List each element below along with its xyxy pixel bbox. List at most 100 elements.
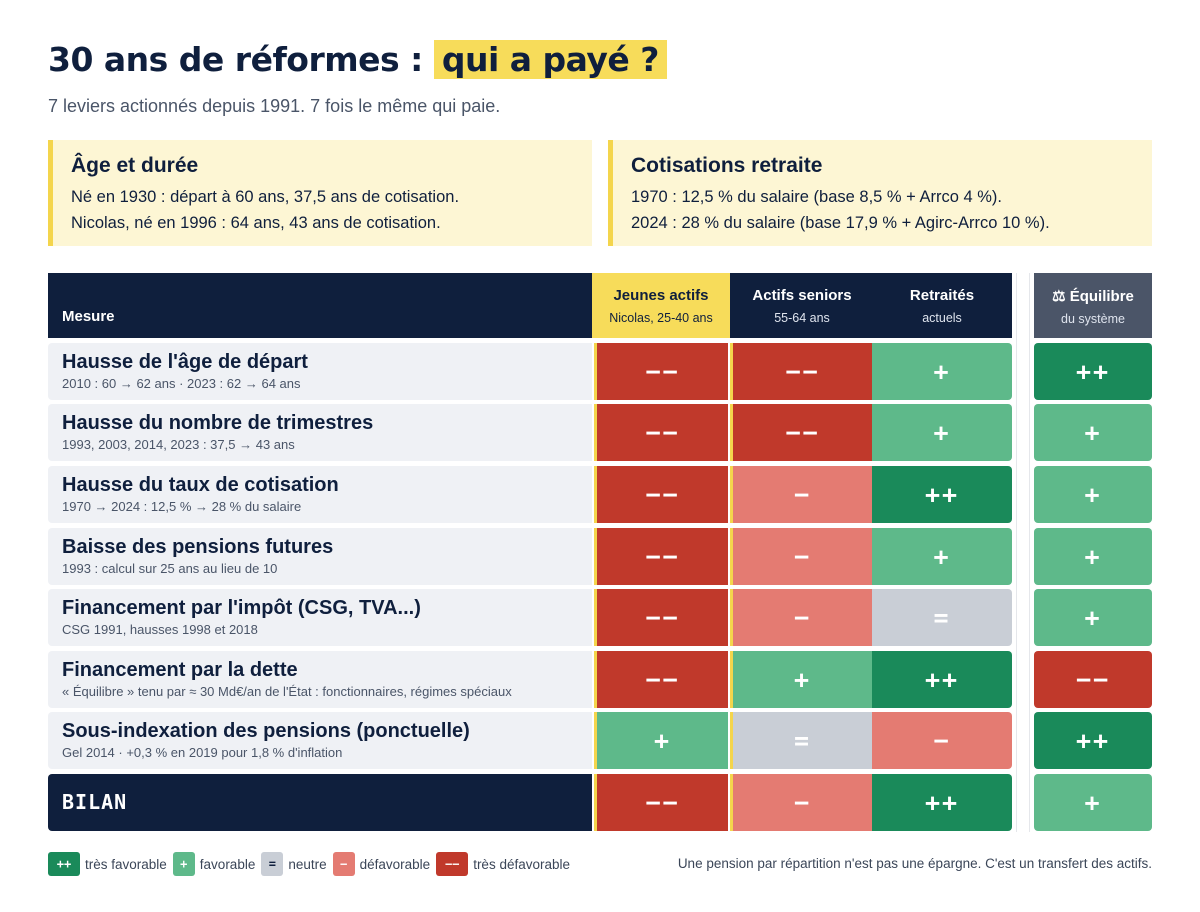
measure-name: Hausse de l'âge de départ [62, 351, 308, 373]
header-sub: actuels [922, 311, 962, 325]
measure-detail: « Équilibre » tenu par ≈ 30 Md€/an de l'… [62, 684, 512, 699]
measure-name: Financement par l'impôt (CSG, TVA...) [62, 597, 421, 619]
impact-cell: + [1034, 774, 1152, 831]
header-actifs-seniors: Actifs seniors 55-64 ans [732, 273, 872, 338]
card-line: Nicolas, né en 1996 : 64 ans, 43 ans de … [71, 214, 441, 232]
measure-cell: Hausse du nombre de trimestres 1993, 2003… [48, 404, 592, 461]
impact-cell: ++ [1034, 712, 1152, 769]
header-measure: Mesure [62, 308, 115, 325]
measure-detail: 1993 : calcul sur 25 ans au lieu de 10 [62, 561, 278, 576]
legend-chip: −− [436, 852, 469, 876]
card-line: Né en 1930 : départ à 60 ans, 37,5 ans d… [71, 188, 460, 206]
table-header: Mesure Jeunes actifs Nicolas, 25-40 ans … [48, 273, 1012, 338]
header-title: Retraités [909, 287, 975, 304]
legend-chip: = [261, 852, 284, 876]
impact-cell: ++ [872, 466, 1012, 523]
bilan-label: BILAN [62, 790, 128, 814]
measure-cell: Hausse de l'âge de départ 2010 : 60 → 62 … [48, 343, 592, 400]
table-row: Sous-indexation des pensions (ponctuelle… [48, 712, 1152, 769]
legend-label: très favorable [85, 856, 167, 872]
measure-detail: 1970 → 2024 : 12,5 % → 28 % du salaire [62, 499, 302, 514]
measure-name: Financement par la dette [62, 659, 298, 681]
measure-name: Hausse du taux de cotisation [62, 474, 339, 496]
measure-cell: BILAN [48, 774, 592, 831]
measure-cell: Financement par l'impôt (CSG, TVA...) CSG… [48, 589, 592, 646]
card-line: 2024 : 28 % du salaire (base 17,9 % + Ag… [631, 214, 1050, 232]
table-row: Baisse des pensions futures 1993 : calcul… [48, 528, 1152, 585]
impact-cell: = [872, 589, 1012, 646]
header-equilibre: ⚖ Équilibre du système [1034, 273, 1152, 338]
bilan-row: BILAN −− − ++ + [48, 774, 1152, 831]
measure-detail: 1993, 2003, 2014, 2023 : 37,5 → 43 ans [62, 437, 295, 452]
table-row: Financement par la dette « Équilibre » te… [48, 651, 1152, 708]
impact-cell: −− [594, 528, 728, 585]
impact-cell: ++ [872, 774, 1012, 831]
footer-note: Une pension par répartition n'est pas un… [677, 856, 1152, 871]
measure-cell: Sous-indexation des pensions (ponctuelle… [48, 712, 592, 769]
header-retraites: Retraités actuels [872, 273, 1012, 338]
card-title: Cotisations retraite [631, 154, 823, 177]
header-jeunes-actifs: Jeunes actifs Nicolas, 25-40 ans [592, 273, 730, 338]
impact-cell: − [730, 589, 872, 646]
impact-cell: ++ [1034, 343, 1152, 400]
impact-cell: −− [730, 343, 872, 400]
measure-name: Baisse des pensions futures [62, 536, 334, 558]
page-title: 30 ans de réformes : qui a payé ? [48, 40, 667, 79]
impact-cell: + [594, 712, 728, 769]
impact-cell: + [1034, 404, 1152, 461]
impact-cell: + [1034, 589, 1152, 646]
header-title: Actifs seniors [752, 287, 852, 304]
measure-name: Hausse du nombre de trimestres [62, 412, 374, 434]
legend-chip: + [172, 852, 195, 876]
impact-cell: −− [730, 404, 872, 461]
header-sub: 55-64 ans [774, 311, 830, 325]
card-line: 1970 : 12,5 % du salaire (base 8,5 % + A… [631, 188, 1003, 206]
header-title: ⚖ Équilibre [1052, 288, 1134, 305]
impact-cell: −− [594, 589, 728, 646]
title-highlight: qui a payé ? [433, 40, 667, 79]
legend-label: très défavorable [473, 856, 570, 872]
legend: ++ très favorable + favorable = neutre −… [48, 852, 576, 876]
impact-cell: − [730, 528, 872, 585]
impact-cell: + [730, 651, 872, 708]
impact-cell: −− [1034, 651, 1152, 708]
legend-chip: − [332, 852, 355, 876]
measure-detail: 2010 : 60 → 62 ans · 2023 : 62 → 64 ans [62, 376, 301, 391]
impact-cell: + [872, 404, 1012, 461]
impact-cell: −− [594, 343, 728, 400]
measure-name: Sous-indexation des pensions (ponctuelle… [62, 720, 470, 742]
column-separator [1016, 273, 1030, 832]
impact-cell: − [872, 712, 1012, 769]
legend-chip: ++ [48, 852, 80, 876]
table-row: Hausse du nombre de trimestres 1993, 2003… [48, 404, 1152, 461]
impact-cell: + [872, 343, 1012, 400]
impact-cell: + [1034, 466, 1152, 523]
header-sub: du système [1061, 312, 1125, 326]
impact-cell: − [730, 774, 872, 831]
measure-cell: Financement par la dette « Équilibre » te… [48, 651, 592, 708]
impact-cell: −− [594, 651, 728, 708]
table-row: Financement par l'impôt (CSG, TVA...) CSG… [48, 589, 1152, 646]
impact-cell: −− [594, 466, 728, 523]
card-title: Âge et durée [71, 154, 199, 177]
impact-cell: ++ [872, 651, 1012, 708]
measure-detail: Gel 2014 · +0,3 % en 2019 pour 1,8 % d'i… [62, 745, 343, 760]
header-sub: Nicolas, 25-40 ans [609, 311, 713, 325]
impact-cell: = [730, 712, 872, 769]
measure-detail: CSG 1991, hausses 1998 et 2018 [62, 622, 258, 637]
info-card-age: Âge et durée Né en 1930 : départ à 60 an… [48, 140, 592, 246]
impact-cell: + [872, 528, 1012, 585]
table-row: Hausse de l'âge de départ 2010 : 60 → 62 … [48, 343, 1152, 400]
legend-label: défavorable [359, 856, 431, 872]
impact-cell: − [730, 466, 872, 523]
impact-cell: −− [594, 774, 728, 831]
page-subtitle: 7 leviers actionnés depuis 1991. 7 fois … [48, 96, 501, 116]
header-title: Jeunes actifs [613, 287, 709, 304]
measure-cell: Baisse des pensions futures 1993 : calcul… [48, 528, 592, 585]
table-row: Hausse du taux de cotisation 1970 → 2024 … [48, 466, 1152, 523]
measure-cell: Hausse du taux de cotisation 1970 → 2024 … [48, 466, 592, 523]
impact-cell: + [1034, 528, 1152, 585]
legend-label: favorable [199, 856, 256, 872]
legend-label: neutre [288, 856, 327, 872]
title-main: 30 ans de réformes : [48, 40, 423, 79]
